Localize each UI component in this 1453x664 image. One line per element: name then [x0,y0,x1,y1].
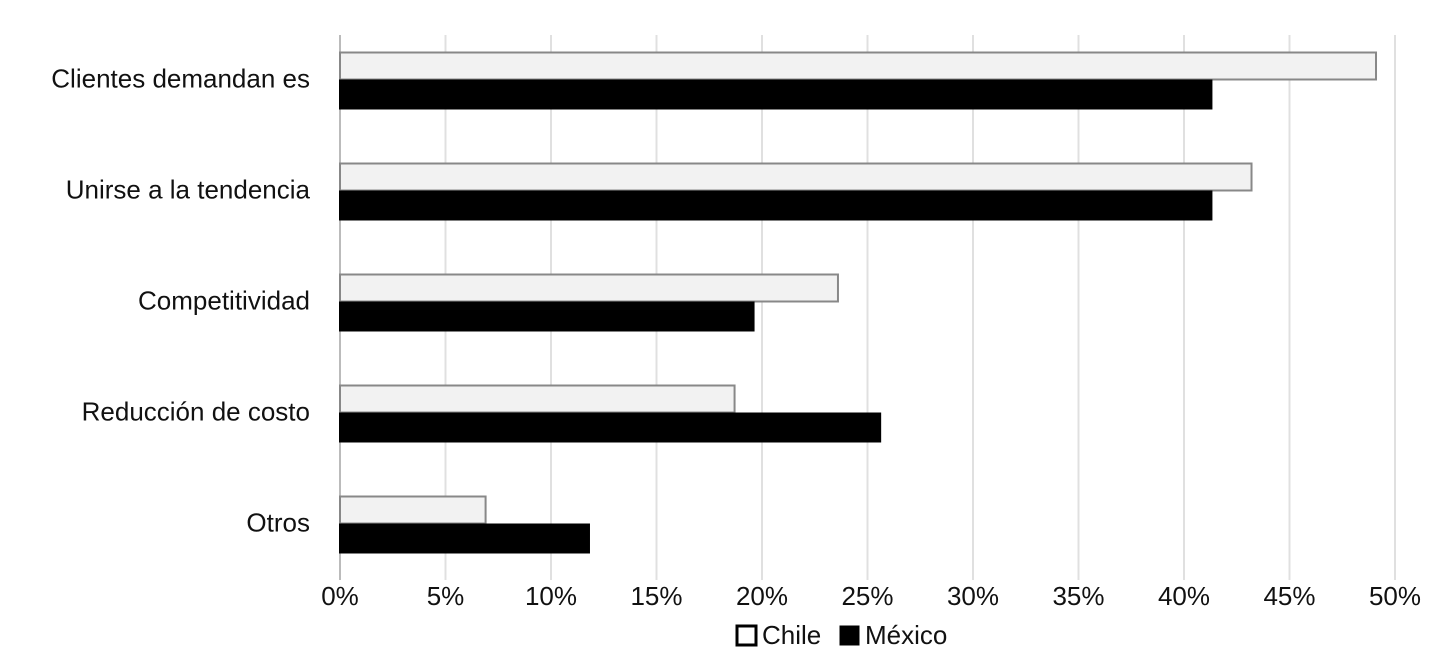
bar [339,190,1213,221]
y-tick-label: Reducción de costo [82,396,310,426]
bar [339,51,1378,81]
bar [339,79,1213,110]
x-tick-label: 15% [630,581,682,611]
legend-label: Chile [762,620,821,650]
x-tick-label: 20% [736,581,788,611]
legend-label: México [865,620,947,650]
bar [339,273,839,303]
bar [339,495,487,525]
x-tick-label: 25% [841,581,893,611]
legend-swatch [839,625,860,646]
bar [339,412,882,443]
bar [339,384,736,414]
x-tick-label: 5% [427,581,465,611]
bar [339,301,755,332]
y-tick-label: Clientes demandan es [51,63,310,93]
bar [339,523,590,554]
x-tick-label: 40% [1158,581,1210,611]
x-tick-label: 0% [321,581,359,611]
x-tick-label: 35% [1052,581,1104,611]
y-tick-label: Unirse a la tendencia [66,174,311,204]
y-tick-label: Competitividad [138,285,310,315]
x-tick-label: 30% [947,581,999,611]
x-tick-label: 50% [1369,581,1421,611]
x-tick-label: 10% [525,581,577,611]
x-tick-label: 45% [1263,581,1315,611]
y-tick-label: Otros [246,507,310,537]
legend-swatch [735,624,758,647]
bar [339,162,1253,192]
